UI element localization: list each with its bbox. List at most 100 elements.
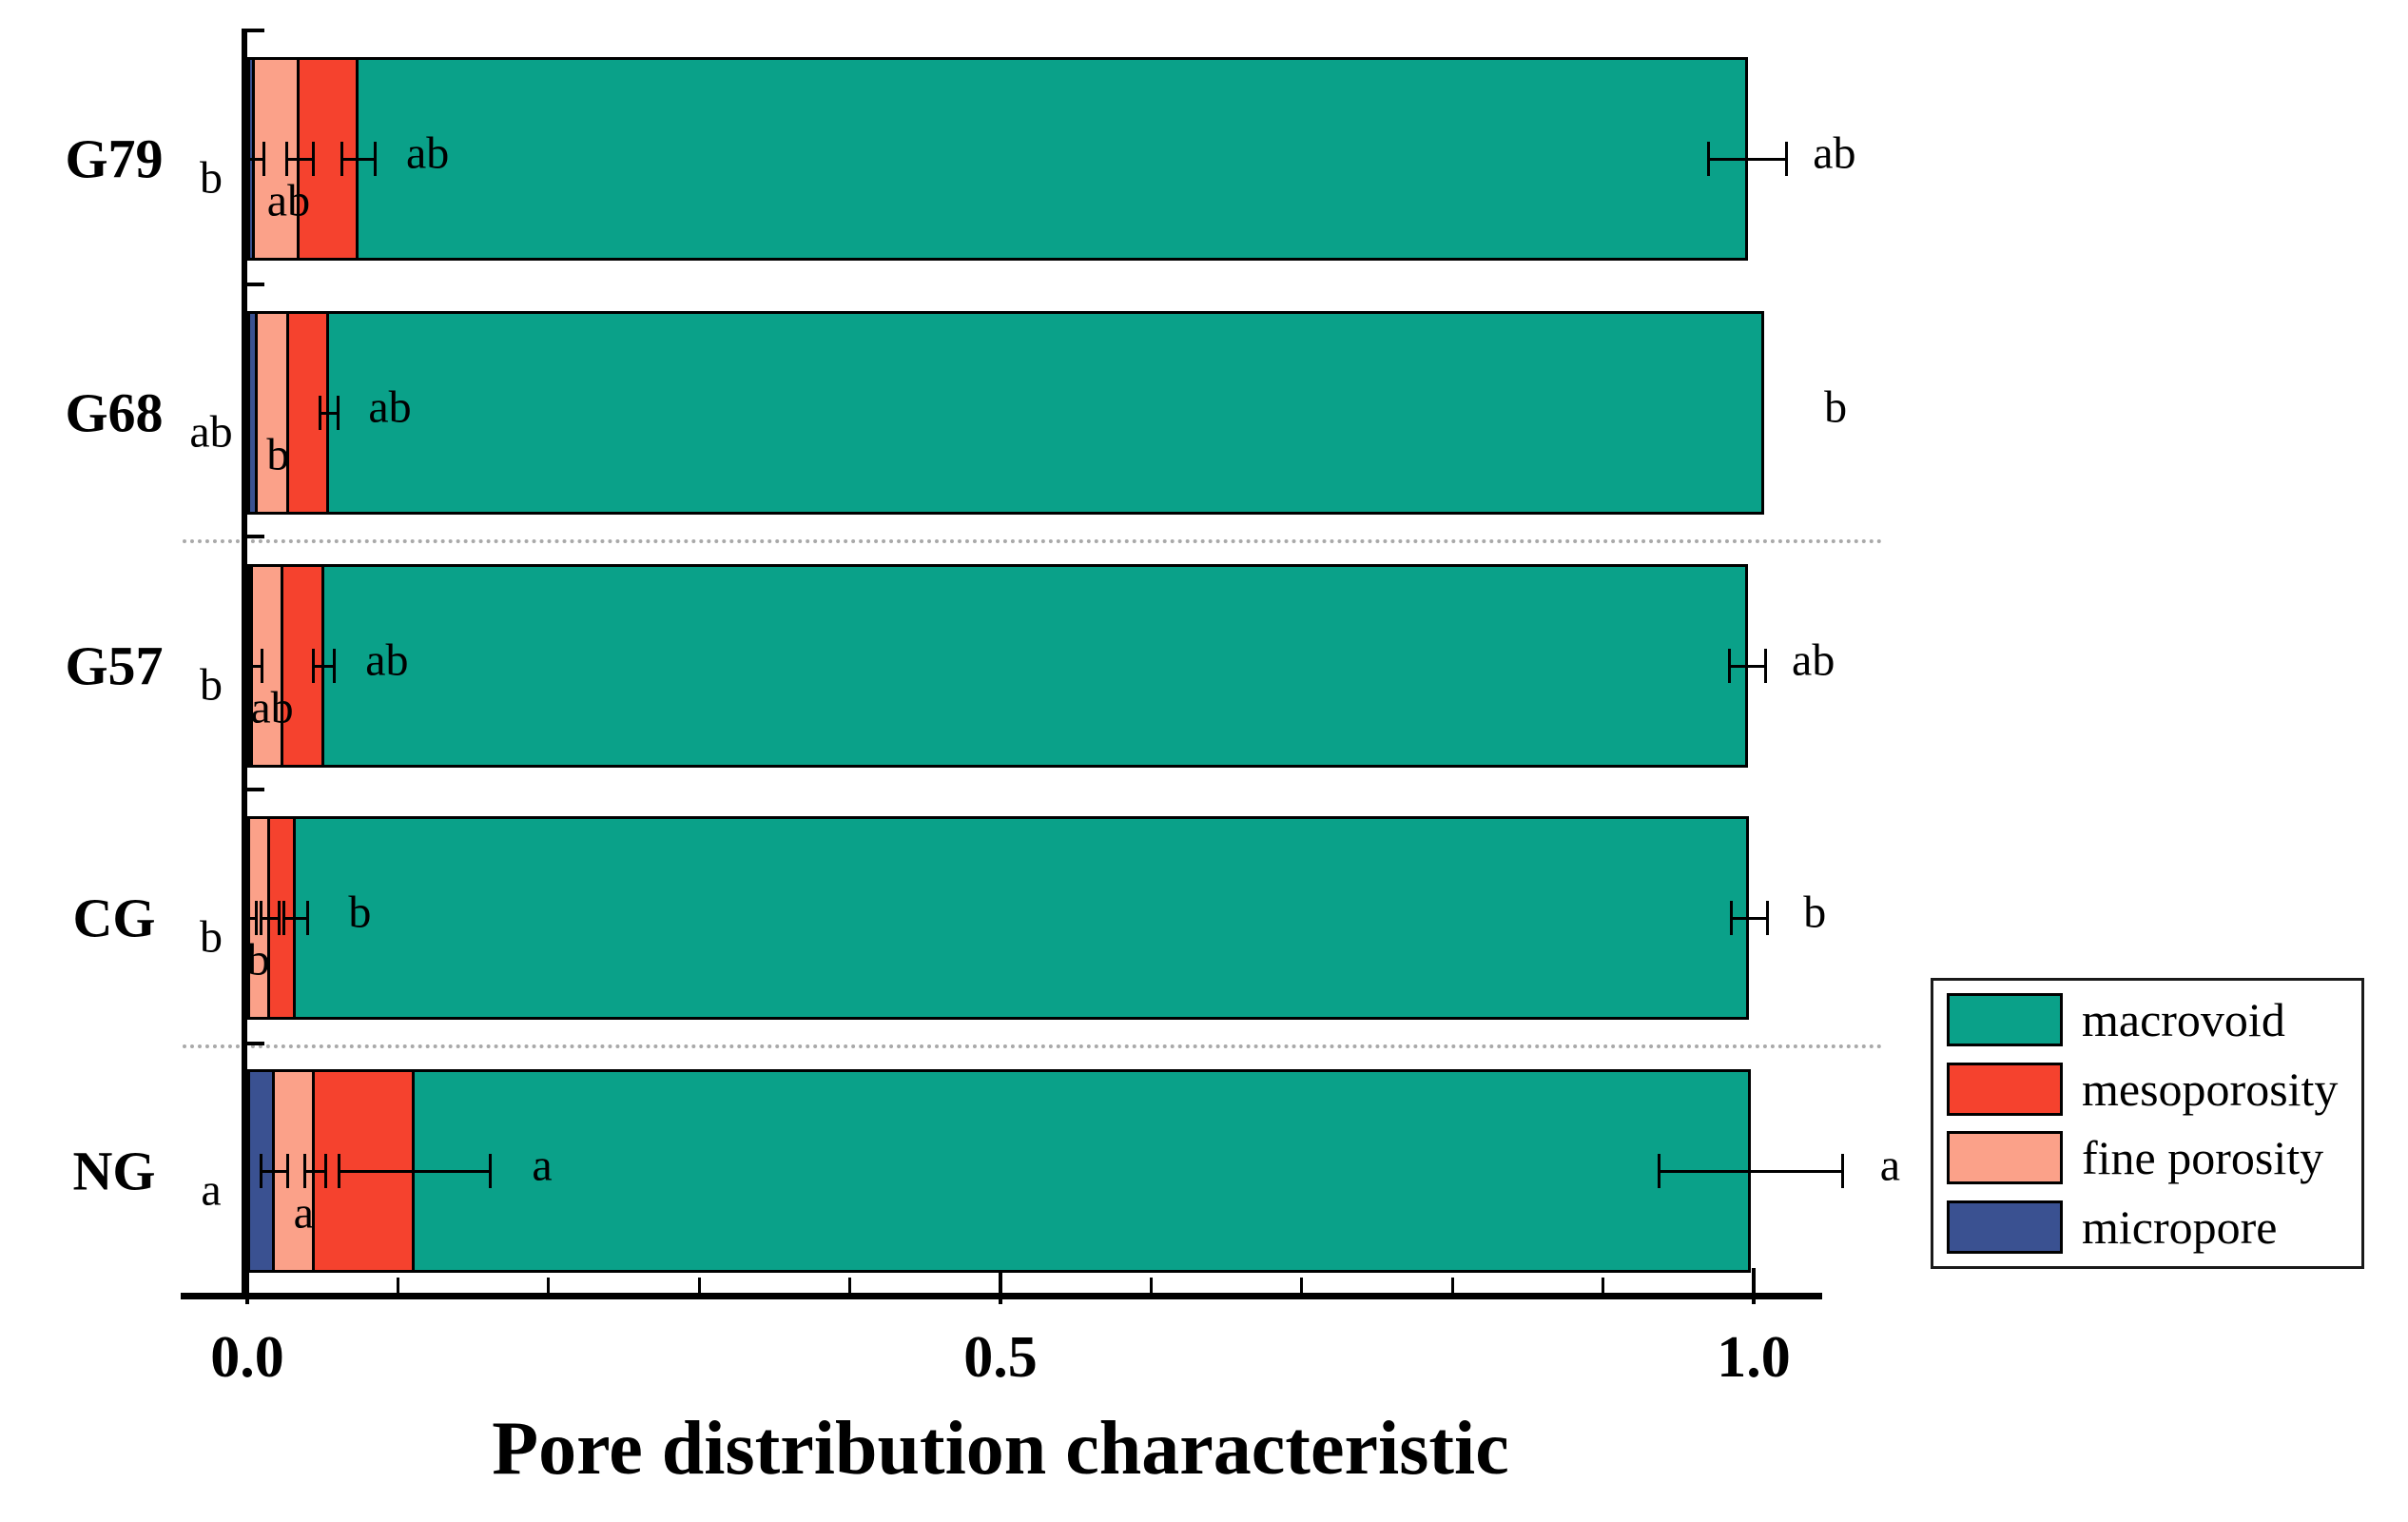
error-bar-cap xyxy=(282,901,285,935)
x-axis-tick-label: 0.0 xyxy=(210,1325,284,1390)
x-axis-tick-minor xyxy=(396,1278,399,1293)
error-bar xyxy=(1659,1169,1843,1173)
bar-segment-macrovoid xyxy=(325,311,1765,515)
error-bar-cap xyxy=(255,901,258,935)
category-label: G68 xyxy=(65,381,164,444)
sig-letter: a xyxy=(1879,1140,1901,1191)
error-bar xyxy=(286,157,314,161)
y-axis-tick xyxy=(245,29,264,32)
x-axis-tick-minor xyxy=(848,1278,852,1293)
x-axis-tick-label: 0.5 xyxy=(963,1325,1038,1390)
error-bar-cap xyxy=(262,142,265,176)
error-bar xyxy=(304,1169,326,1173)
error-bar xyxy=(1731,916,1768,920)
error-bar-cap xyxy=(277,901,281,935)
sig-letter: b xyxy=(200,152,223,204)
sig-letter: ab xyxy=(266,175,311,226)
error-bar-cap xyxy=(1728,649,1732,683)
sig-letter: b xyxy=(200,911,223,963)
legend-swatch xyxy=(1947,1062,2063,1116)
bar-segment-macrovoid xyxy=(356,57,1748,261)
error-bar-cap xyxy=(302,1154,306,1188)
legend-item: micropore xyxy=(1947,1200,2348,1255)
sig-letter: ab xyxy=(365,634,409,686)
sig-letter: b xyxy=(1824,381,1848,433)
category-label: CG xyxy=(72,887,156,949)
error-bar xyxy=(341,157,376,161)
error-bar xyxy=(1729,664,1766,668)
error-bar xyxy=(243,916,257,920)
error-bar-cap xyxy=(261,649,264,683)
legend: macrovoid mesoporosity fine porosity microp… xyxy=(1931,978,2364,1269)
dotted-separator xyxy=(183,1044,1883,1048)
error-bar xyxy=(261,1169,288,1173)
legend-swatch xyxy=(1947,1200,2063,1254)
error-bar-cap xyxy=(259,1154,262,1188)
sig-letter: b xyxy=(348,887,372,938)
error-bar xyxy=(261,916,280,920)
legend-label: mesoporosity xyxy=(2082,1062,2339,1116)
legend-item: fine porosity xyxy=(1947,1130,2348,1185)
error-bar-cap xyxy=(318,396,321,430)
dotted-separator xyxy=(183,539,1883,543)
sig-letter: a xyxy=(532,1140,553,1191)
sig-letter: ab xyxy=(1813,127,1856,179)
y-axis-tick xyxy=(245,788,264,791)
x-axis-tick-minor xyxy=(1300,1278,1304,1293)
error-bar xyxy=(243,664,262,668)
sig-letter: a xyxy=(201,1164,222,1216)
error-bar xyxy=(1708,157,1787,161)
error-bar xyxy=(313,664,335,668)
error-bar-cap xyxy=(1785,142,1789,176)
category-label: G57 xyxy=(65,634,164,697)
error-bar-cap xyxy=(305,901,309,935)
y-axis-tick xyxy=(245,283,264,286)
category-label: G79 xyxy=(65,127,164,190)
x-axis-tick-minor xyxy=(1602,1278,1605,1293)
sig-letter: ab xyxy=(250,682,294,733)
legend-swatch xyxy=(1947,993,2063,1046)
legend-item: macrovoid xyxy=(1947,992,2348,1047)
y-axis-tick xyxy=(245,535,264,538)
error-bar-cap xyxy=(312,649,316,683)
x-axis-tick-major xyxy=(1752,1268,1756,1304)
error-bar-cap xyxy=(243,142,247,176)
error-bar xyxy=(283,916,308,920)
error-bar-cap xyxy=(286,1154,290,1188)
legend-label: fine porosity xyxy=(2082,1131,2324,1185)
legend-label: micropore xyxy=(2082,1200,2278,1254)
category-label: NG xyxy=(72,1140,156,1202)
sig-letter: ab xyxy=(405,127,450,179)
error-bar-cap xyxy=(323,1154,327,1188)
error-bar-cap xyxy=(284,142,288,176)
legend-swatch xyxy=(1947,1131,2063,1185)
error-bar-cap xyxy=(312,142,316,176)
sig-letter: ab xyxy=(368,381,412,433)
x-axis-tick-minor xyxy=(1450,1278,1454,1293)
x-axis-tick-minor xyxy=(1149,1278,1153,1293)
legend-item: mesoporosity xyxy=(1947,1062,2348,1117)
error-bar-cap xyxy=(1765,901,1769,935)
error-bar-cap xyxy=(1840,1154,1844,1188)
error-bar-cap xyxy=(1657,1154,1660,1188)
x-axis-tick-major xyxy=(999,1268,1002,1304)
x-axis-title: Pore distribution characteristic xyxy=(492,1407,1509,1491)
x-axis-tick-label: 1.0 xyxy=(1717,1325,1791,1390)
error-bar-cap xyxy=(243,649,246,683)
error-bar-cap xyxy=(333,649,337,683)
error-bar-cap xyxy=(259,901,262,935)
x-axis-line xyxy=(181,1293,1822,1299)
bar-segment-macrovoid xyxy=(411,1069,1751,1273)
sig-letter: b xyxy=(1803,887,1827,938)
y-axis-tick xyxy=(245,1042,264,1045)
error-bar-cap xyxy=(1764,649,1768,683)
error-bar xyxy=(339,1169,490,1173)
error-bar-cap xyxy=(243,901,246,935)
x-axis-tick-major xyxy=(245,1268,249,1304)
error-bar xyxy=(245,157,264,161)
legend-label: macrovoid xyxy=(2082,993,2285,1046)
sig-letter: b xyxy=(266,429,290,480)
error-bar-cap xyxy=(336,396,340,430)
